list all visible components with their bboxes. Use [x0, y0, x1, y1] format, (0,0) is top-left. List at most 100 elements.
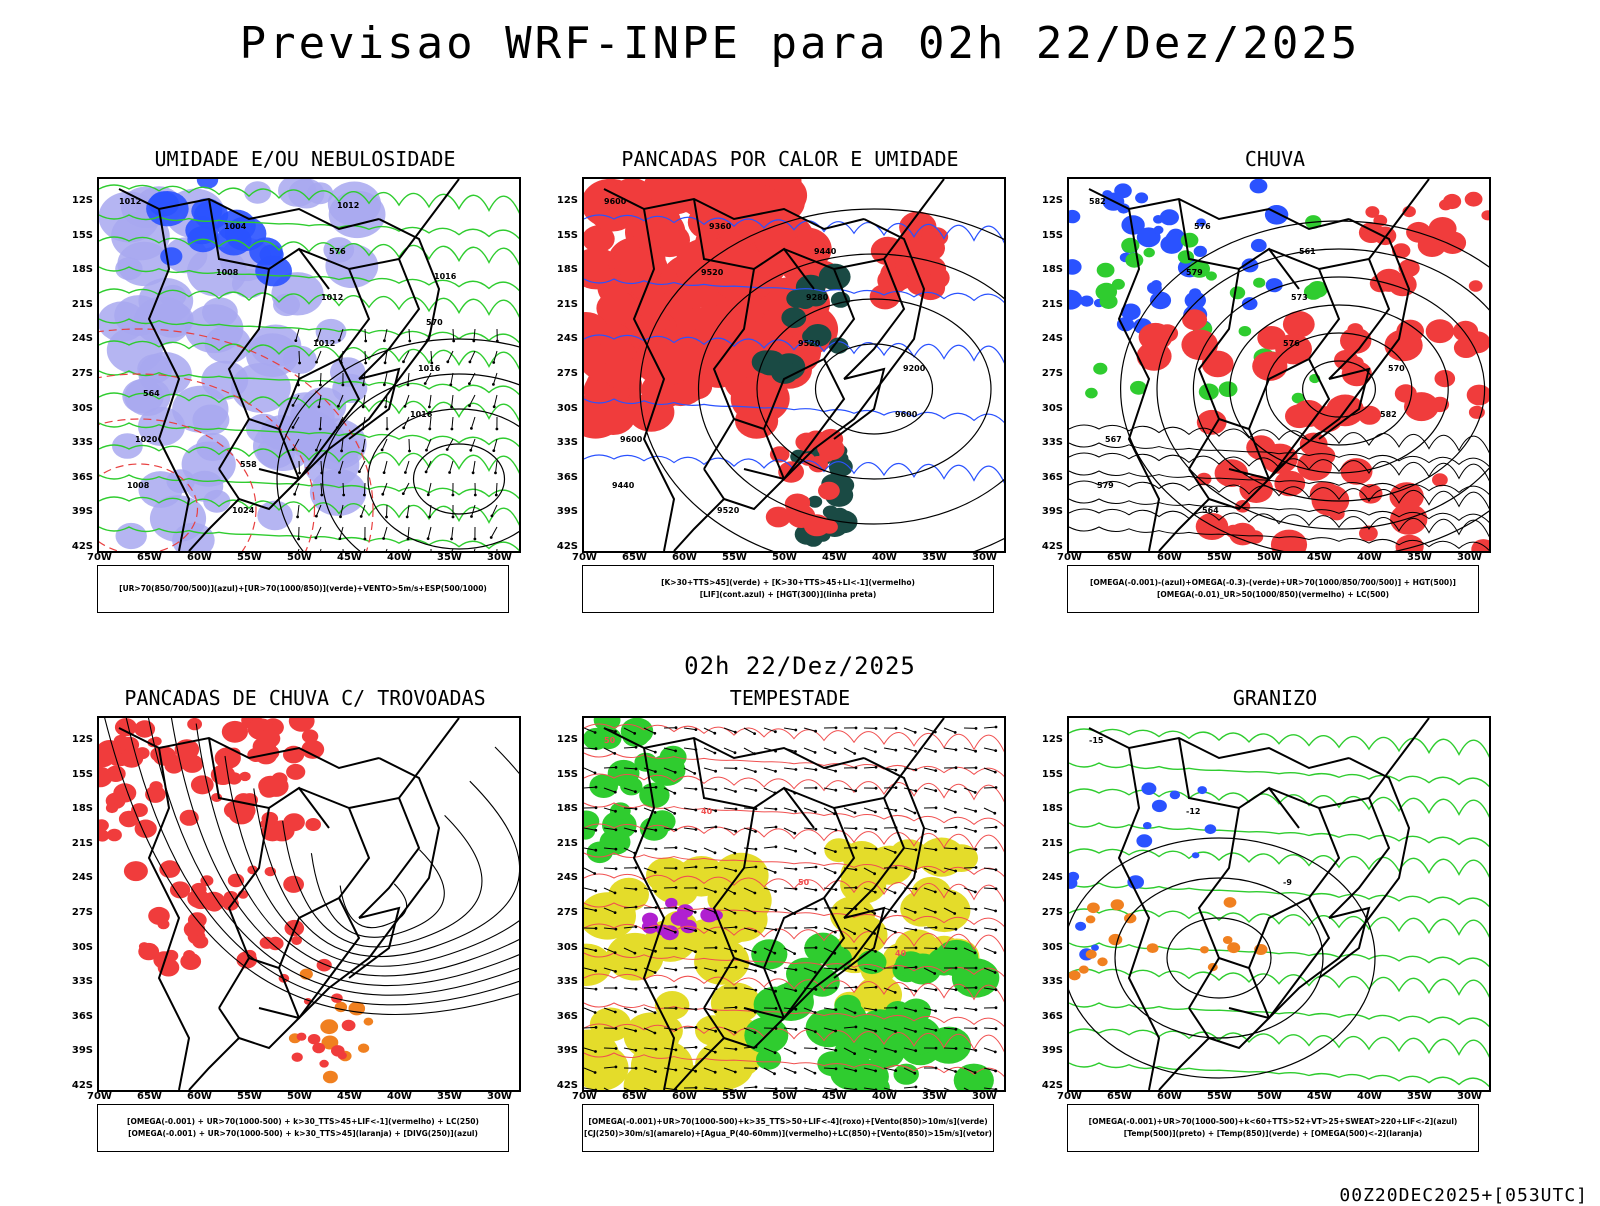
wind-vector	[844, 808, 855, 813]
lon-tick-label: 55W	[722, 1091, 747, 1102]
contour-value: 576	[1283, 339, 1300, 348]
field-cell	[364, 1018, 374, 1026]
wind-vector	[644, 908, 656, 909]
lat-tick-label: 39S	[55, 1045, 93, 1056]
legend-text: [UR>70(850/700/500)](azul)+[UR>70(1000/8…	[119, 583, 487, 595]
lat-tick-label: 36S	[1025, 472, 1063, 483]
wind-vector-head	[614, 810, 617, 813]
field-cell	[1340, 328, 1371, 354]
contour-value: -15	[1089, 736, 1104, 745]
wind-vector	[684, 1047, 696, 1048]
wind-vector-head	[915, 887, 918, 890]
wind-vector-head	[595, 927, 598, 930]
lon-tick-label: 70W	[1057, 552, 1082, 563]
wind-vector-head	[364, 362, 367, 365]
wind-vector-head	[894, 1069, 897, 1072]
wind-vector	[343, 483, 344, 495]
legend-text: [OMEGA(-0.001)-(azul)+OMEGA(-0.3)-(verde…	[1090, 577, 1456, 589]
isoline	[1069, 789, 1489, 818]
wind-vector-head	[755, 1086, 758, 1089]
contour-value: 579	[1186, 268, 1203, 277]
field-cell	[1109, 934, 1123, 945]
wind-vector-head	[714, 851, 717, 854]
wind-vector-head	[814, 889, 817, 892]
field-cell	[648, 755, 686, 786]
lon-tick-label: 55W	[237, 1091, 262, 1102]
wind-vector-head	[695, 828, 698, 831]
wind-vector-head	[358, 470, 361, 473]
wind-vector-head	[714, 931, 717, 934]
lon-tick-label: 35W	[1407, 1091, 1432, 1102]
storm-red-south	[124, 860, 304, 976]
field-cell	[584, 1045, 629, 1091]
wind-vector	[944, 948, 956, 949]
wind-vector-head	[292, 404, 295, 407]
wind-vector	[944, 728, 955, 732]
wind-vector-head	[855, 766, 858, 769]
wind-vector-head	[954, 790, 957, 793]
wind-vector-head	[774, 730, 777, 733]
field-cell	[1141, 782, 1156, 795]
wind-vector-head	[795, 868, 798, 871]
wind-vector	[405, 461, 409, 473]
field-cell	[319, 1060, 328, 1068]
wind-vector	[964, 868, 976, 869]
wind-vector	[452, 395, 453, 407]
field-cell	[1359, 484, 1382, 504]
lon-tick-label: 50W	[772, 1091, 797, 1102]
lon-tick-label: 60W	[1157, 552, 1182, 563]
wind-vector-head	[655, 926, 658, 929]
field-cell	[904, 954, 941, 985]
main-title: Previsao WRF-INPE para 02h 22/Dez/2025	[0, 18, 1600, 69]
wind-vector-head	[655, 848, 658, 851]
wind-vector-head	[855, 886, 858, 889]
wind-vector	[804, 808, 815, 812]
wind-vector	[365, 351, 366, 363]
wind-vector-head	[594, 970, 597, 973]
wind-vector-head	[933, 972, 936, 975]
wind-vector-head	[914, 750, 917, 753]
contour-value: 9280	[806, 293, 829, 302]
lon-tick-label: 40W	[1357, 1091, 1382, 1102]
streamline	[311, 850, 444, 938]
wind-vector-head	[594, 1011, 597, 1014]
wind-vector-head	[340, 450, 343, 453]
field-cell	[1196, 513, 1229, 540]
wind-vector-head	[815, 1047, 818, 1050]
field-cell	[1069, 259, 1082, 275]
wind-vector-head	[894, 991, 897, 994]
wind-vector	[804, 1088, 816, 1090]
wind-vector-head	[655, 1048, 658, 1051]
field-cell	[187, 718, 202, 730]
wind-vector	[364, 483, 365, 495]
field-cell	[1253, 278, 1265, 288]
wind-vector-head	[734, 830, 737, 833]
lon-tick-label: 55W	[237, 552, 262, 563]
field-cell	[1181, 233, 1199, 248]
wind-vector	[944, 1088, 955, 1090]
wind-vector-head	[974, 891, 977, 894]
border-line	[1229, 898, 1329, 1018]
wind-vector	[384, 527, 387, 539]
lat-tick-label: 21S	[1025, 838, 1063, 849]
contour-value: 1016	[418, 364, 441, 373]
storm-red-north	[99, 718, 324, 842]
wind-vector-head	[814, 971, 817, 974]
wind-vector-head	[714, 1071, 717, 1074]
lat-tick-label: 30S	[55, 942, 93, 953]
wind-vector-head	[654, 890, 657, 893]
wind-vector-head	[873, 912, 876, 915]
wind-vector-head	[995, 988, 998, 991]
wind-vector-head	[793, 832, 796, 835]
run-timestamp: 00Z20DEC2025+[053UTC]	[1339, 1185, 1588, 1206]
wind-vector	[724, 1007, 736, 1008]
wind-vector-head	[734, 869, 737, 872]
lat-tick-label: 30S	[540, 942, 578, 953]
field-cell	[756, 1049, 781, 1070]
wind-vector-head	[714, 969, 717, 972]
contour-value: 1020	[135, 435, 158, 444]
wind-vector-head	[994, 771, 997, 774]
field-cell	[1086, 950, 1097, 959]
wind-vector-head	[594, 772, 597, 775]
